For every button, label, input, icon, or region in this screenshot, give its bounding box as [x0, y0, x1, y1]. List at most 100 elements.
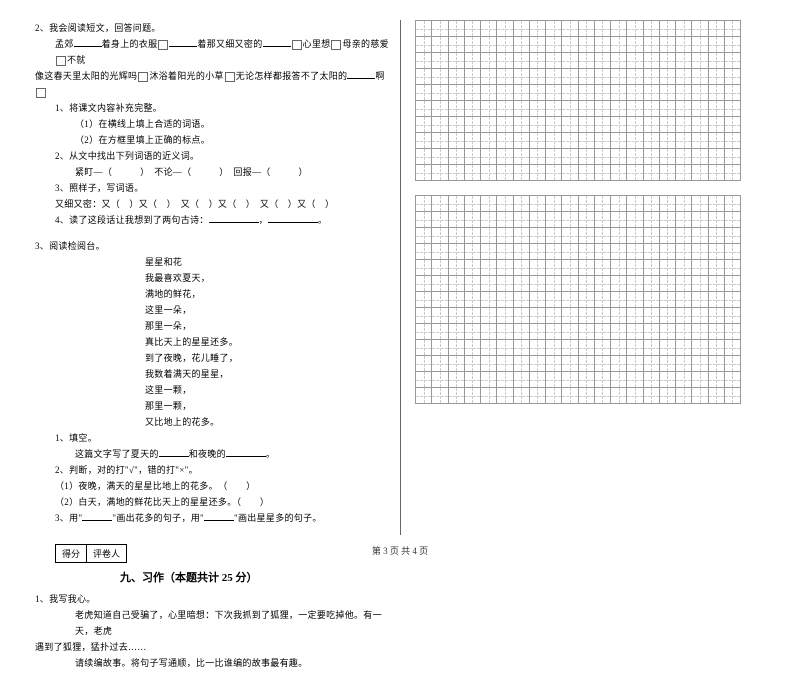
grid-cell — [594, 84, 611, 101]
blank — [169, 36, 197, 47]
grid-cell — [691, 20, 708, 37]
text: "画出星星多的句子。 — [234, 513, 322, 523]
grid-cell — [464, 100, 481, 117]
grid-cell — [480, 164, 497, 181]
grid-cell — [626, 20, 643, 37]
grid-cell — [659, 275, 676, 292]
grid-cell — [431, 116, 448, 133]
grid-cell — [594, 20, 611, 37]
grid-cell — [529, 84, 546, 101]
writing-grid-2 — [415, 195, 760, 403]
grid-cell — [675, 323, 692, 340]
grid-cell — [610, 100, 627, 117]
grid-cell — [513, 116, 530, 133]
grid-cell — [643, 100, 660, 117]
grid-cell — [675, 339, 692, 356]
grid-cell — [464, 243, 481, 260]
grid-cell — [594, 307, 611, 324]
grid-cell — [513, 195, 530, 212]
grid-cell — [545, 36, 562, 53]
grid-cell — [708, 291, 725, 308]
grid-cell — [496, 387, 513, 404]
grid-cell — [708, 148, 725, 165]
grid-cell — [415, 307, 432, 324]
grid-cell — [643, 132, 660, 149]
grid-cell — [626, 84, 643, 101]
grid-cell — [626, 243, 643, 260]
grid-cell — [659, 259, 676, 276]
grid-cell — [691, 68, 708, 85]
grid-cell — [448, 100, 465, 117]
grid-cell — [448, 339, 465, 356]
grid-cell — [480, 195, 497, 212]
grid-cell — [464, 195, 481, 212]
grid-cell — [594, 68, 611, 85]
grid-cell — [513, 275, 530, 292]
grid-cell — [724, 84, 741, 101]
text: 。 — [318, 215, 327, 225]
grid-row — [415, 355, 760, 371]
grid-cell — [496, 52, 513, 69]
text: 不就 — [67, 55, 86, 65]
punct-box — [225, 72, 235, 82]
grid-cell — [626, 307, 643, 324]
grid-cell — [448, 355, 465, 372]
grid-cell — [724, 355, 741, 372]
grid-cell — [724, 243, 741, 260]
grid-cell — [464, 36, 481, 53]
grid-cell — [448, 371, 465, 388]
grid-cell — [464, 355, 481, 372]
grid-cell — [708, 355, 725, 372]
grid-cell — [626, 259, 643, 276]
text: 着身上的衣服 — [102, 39, 158, 49]
grid-cell — [724, 132, 741, 149]
grid-cell — [578, 307, 595, 324]
grid-cell — [708, 164, 725, 181]
grid-cell — [691, 259, 708, 276]
grid-cell — [691, 275, 708, 292]
q2-sub1a: （1）在横线上填上合适的词语。 — [35, 116, 390, 132]
grid-cell — [708, 132, 725, 149]
grid-cell — [626, 211, 643, 228]
grid-cell — [464, 291, 481, 308]
poem-line: 我最喜欢夏天， — [35, 270, 390, 286]
poem-line: 这里一颗， — [35, 382, 390, 398]
grid-cell — [545, 116, 562, 133]
grid-cell — [513, 355, 530, 372]
grid-cell — [691, 132, 708, 149]
grid-cell — [513, 164, 530, 181]
grid-cell — [594, 100, 611, 117]
q2-sub3a: 又细又密：又（ ）又（ ） 又（ ）又（ ） 又（ ）又（ ） — [35, 196, 390, 212]
grid-cell — [545, 259, 562, 276]
grid-cell — [708, 68, 725, 85]
grid-cell — [513, 291, 530, 308]
text: 心里想 — [303, 39, 331, 49]
grid-cell — [675, 52, 692, 69]
grid-cell — [415, 387, 432, 404]
grid-cell — [415, 100, 432, 117]
grid-cell — [626, 371, 643, 388]
grid-cell — [578, 291, 595, 308]
grid-cell — [659, 291, 676, 308]
grid-cell — [431, 195, 448, 212]
grid-cell — [708, 243, 725, 260]
grid-cell — [610, 323, 627, 340]
grid-cell — [496, 84, 513, 101]
grid-cell — [448, 116, 465, 133]
grid-cell — [691, 243, 708, 260]
grid-cell — [561, 355, 578, 372]
grid-cell — [545, 355, 562, 372]
grid-cell — [626, 387, 643, 404]
grid-cell — [724, 387, 741, 404]
grid-cell — [708, 371, 725, 388]
grid-cell — [529, 68, 546, 85]
grid-cell — [626, 323, 643, 340]
poem-line: 满地的鲜花， — [35, 286, 390, 302]
grid-cell — [724, 195, 741, 212]
grid-cell — [480, 275, 497, 292]
grid-cell — [643, 195, 660, 212]
grid-cell — [496, 227, 513, 244]
grid-cell — [691, 84, 708, 101]
grid-cell — [448, 275, 465, 292]
grid-cell — [594, 164, 611, 181]
